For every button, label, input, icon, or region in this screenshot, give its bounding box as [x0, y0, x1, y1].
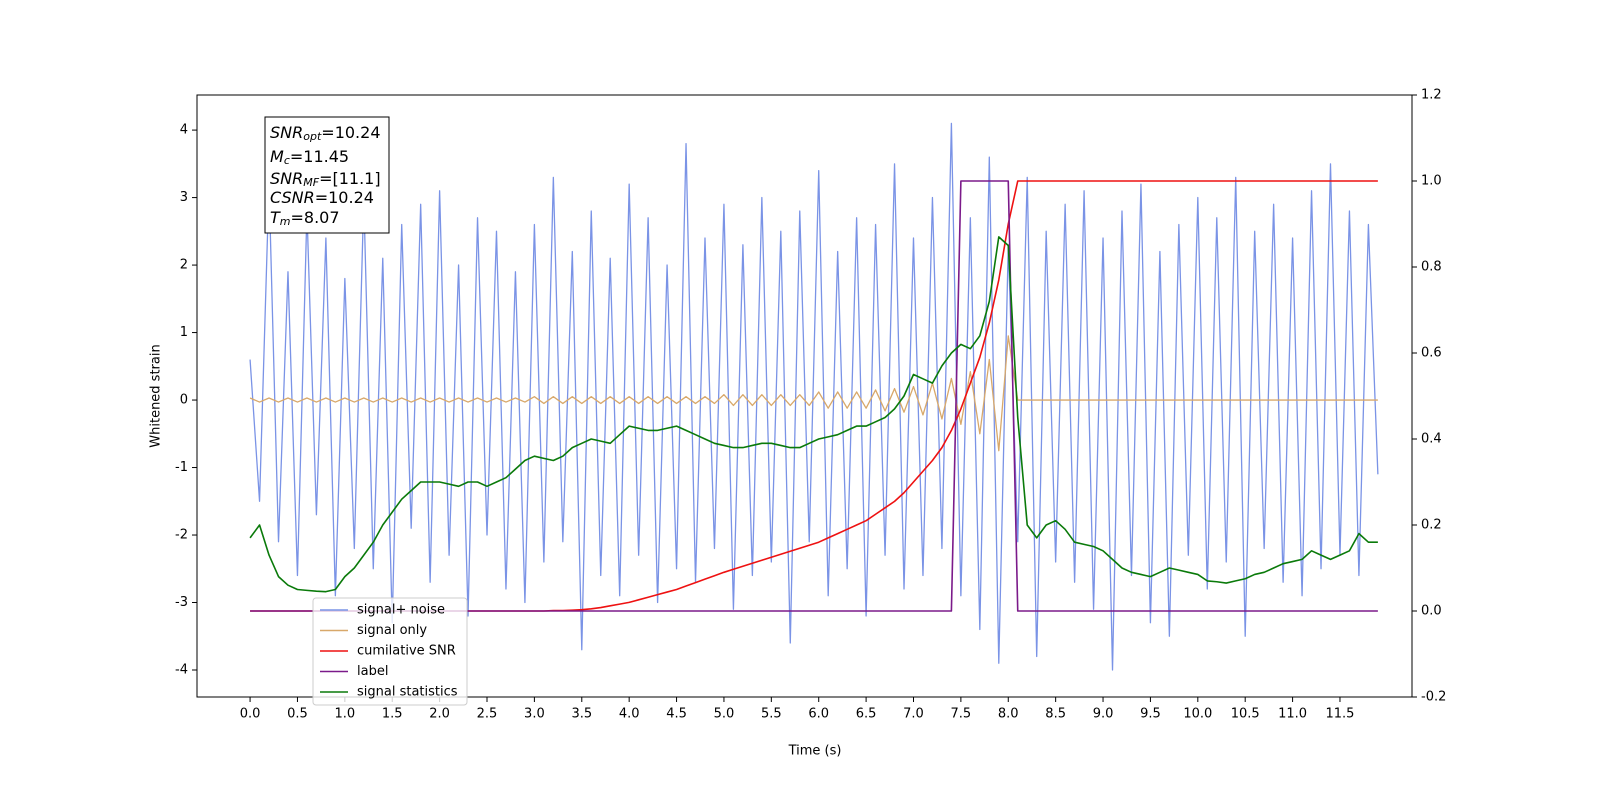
annotation: SNRMF=[11.1]: [270, 169, 381, 190]
x-tick-label: 8.5: [1045, 707, 1066, 722]
legend-label: signal statistics: [357, 685, 458, 700]
x-tick-label: 4.5: [666, 707, 687, 722]
y-axis-label: Whitened strain: [149, 344, 164, 447]
y2-tick-label: 0.4: [1421, 432, 1442, 447]
legend-label: label: [357, 664, 388, 679]
annotation: Mc=11.45: [270, 147, 349, 168]
x-tick-label: 9.0: [1093, 707, 1114, 722]
y2-tick-label: 0.0: [1421, 604, 1442, 619]
legend-label: cumilative SNR: [357, 644, 456, 659]
annotation-sub: MF: [303, 176, 319, 189]
annotation-value: =11.45: [290, 147, 349, 166]
y-tick-label: 4: [180, 123, 188, 138]
y-tick-label: -4: [175, 663, 188, 678]
series-line: [249, 236, 1378, 593]
x-tick-label: 8.0: [998, 707, 1019, 722]
x-tick-label: 5.0: [714, 707, 735, 722]
annotation: CSNR=10.24: [270, 188, 374, 207]
series-line: [249, 122, 1379, 671]
annotation: SNRopt=10.24: [270, 123, 381, 144]
x-tick-label: 1.5: [382, 707, 403, 722]
annotation-value: =8.07: [291, 208, 340, 227]
annotation-base: SNR: [270, 123, 303, 142]
y-tick-label: -3: [175, 595, 188, 610]
y-tick-label: 0: [180, 393, 188, 408]
legend-label: signal+ noise: [357, 603, 445, 618]
legend: signal+ noise signal only cumilative SNR la…: [312, 597, 468, 706]
annotation-base: SNR: [270, 169, 303, 188]
legend-frame: [312, 597, 468, 706]
x-tick-label: 6.5: [856, 707, 877, 722]
annotation-box: SNRopt=10.24Mc=11.45SNRMF=[11.1]CSNR=10.…: [264, 116, 390, 234]
annotation-sub: c: [284, 154, 290, 167]
x-tick-label: 11.0: [1278, 707, 1307, 722]
x-tick-label: 3.0: [524, 707, 545, 722]
annotation-sub: opt: [303, 130, 322, 143]
x-tick-label: 2.0: [429, 707, 450, 722]
annotation: Tm=8.07: [270, 208, 340, 229]
axes-frame: [196, 94, 1413, 698]
y2-tick-label: 1.0: [1421, 174, 1442, 189]
y-tick-label: 1: [180, 325, 188, 340]
x-tick-label: 1.0: [335, 707, 356, 722]
y2-tick-label: 1.2: [1421, 88, 1442, 103]
annotation-value: =10.24: [321, 123, 380, 142]
x-axis-label: Time (s): [788, 744, 842, 759]
y2-tick-label: 0.8: [1421, 260, 1442, 275]
annotation-value: =10.24: [315, 188, 374, 207]
x-tick-label: 6.0: [808, 707, 829, 722]
annotation-sub: m: [280, 215, 291, 228]
x-tick-label: 0.5: [287, 707, 308, 722]
legend-label: signal only: [357, 623, 427, 638]
x-tick-label: 2.5: [477, 707, 498, 722]
series-line: [249, 335, 1378, 452]
y2-tick-label: 0.2: [1421, 518, 1442, 533]
y-tick-label: -2: [175, 528, 188, 543]
x-tick-label: 10.5: [1231, 707, 1260, 722]
x-tick-label: 3.5: [571, 707, 592, 722]
annotation-value: =[11.1]: [319, 169, 381, 188]
x-tick-label: 7.5: [951, 707, 972, 722]
annotation-base: CSNR: [270, 188, 315, 207]
y-tick-label: -1: [175, 460, 188, 475]
y-tick-label: 2: [180, 258, 188, 273]
annotation-frame: [264, 116, 390, 234]
x-tick-label: 4.0: [619, 707, 640, 722]
x-tick-label: 5.5: [761, 707, 782, 722]
x-tick-label: 9.5: [1140, 707, 1161, 722]
x-tick-label: 0.0: [240, 707, 261, 722]
y2-tick-label: -0.2: [1421, 690, 1446, 705]
x-tick-label: 10.0: [1183, 707, 1212, 722]
x-tick-label: 11.5: [1325, 707, 1354, 722]
y2-tick-label: 0.6: [1421, 346, 1442, 361]
annotation-base: M: [270, 147, 284, 166]
annotation-base: T: [270, 208, 281, 227]
y-tick-label: 3: [180, 190, 188, 205]
x-tick-label: 7.0: [903, 707, 924, 722]
